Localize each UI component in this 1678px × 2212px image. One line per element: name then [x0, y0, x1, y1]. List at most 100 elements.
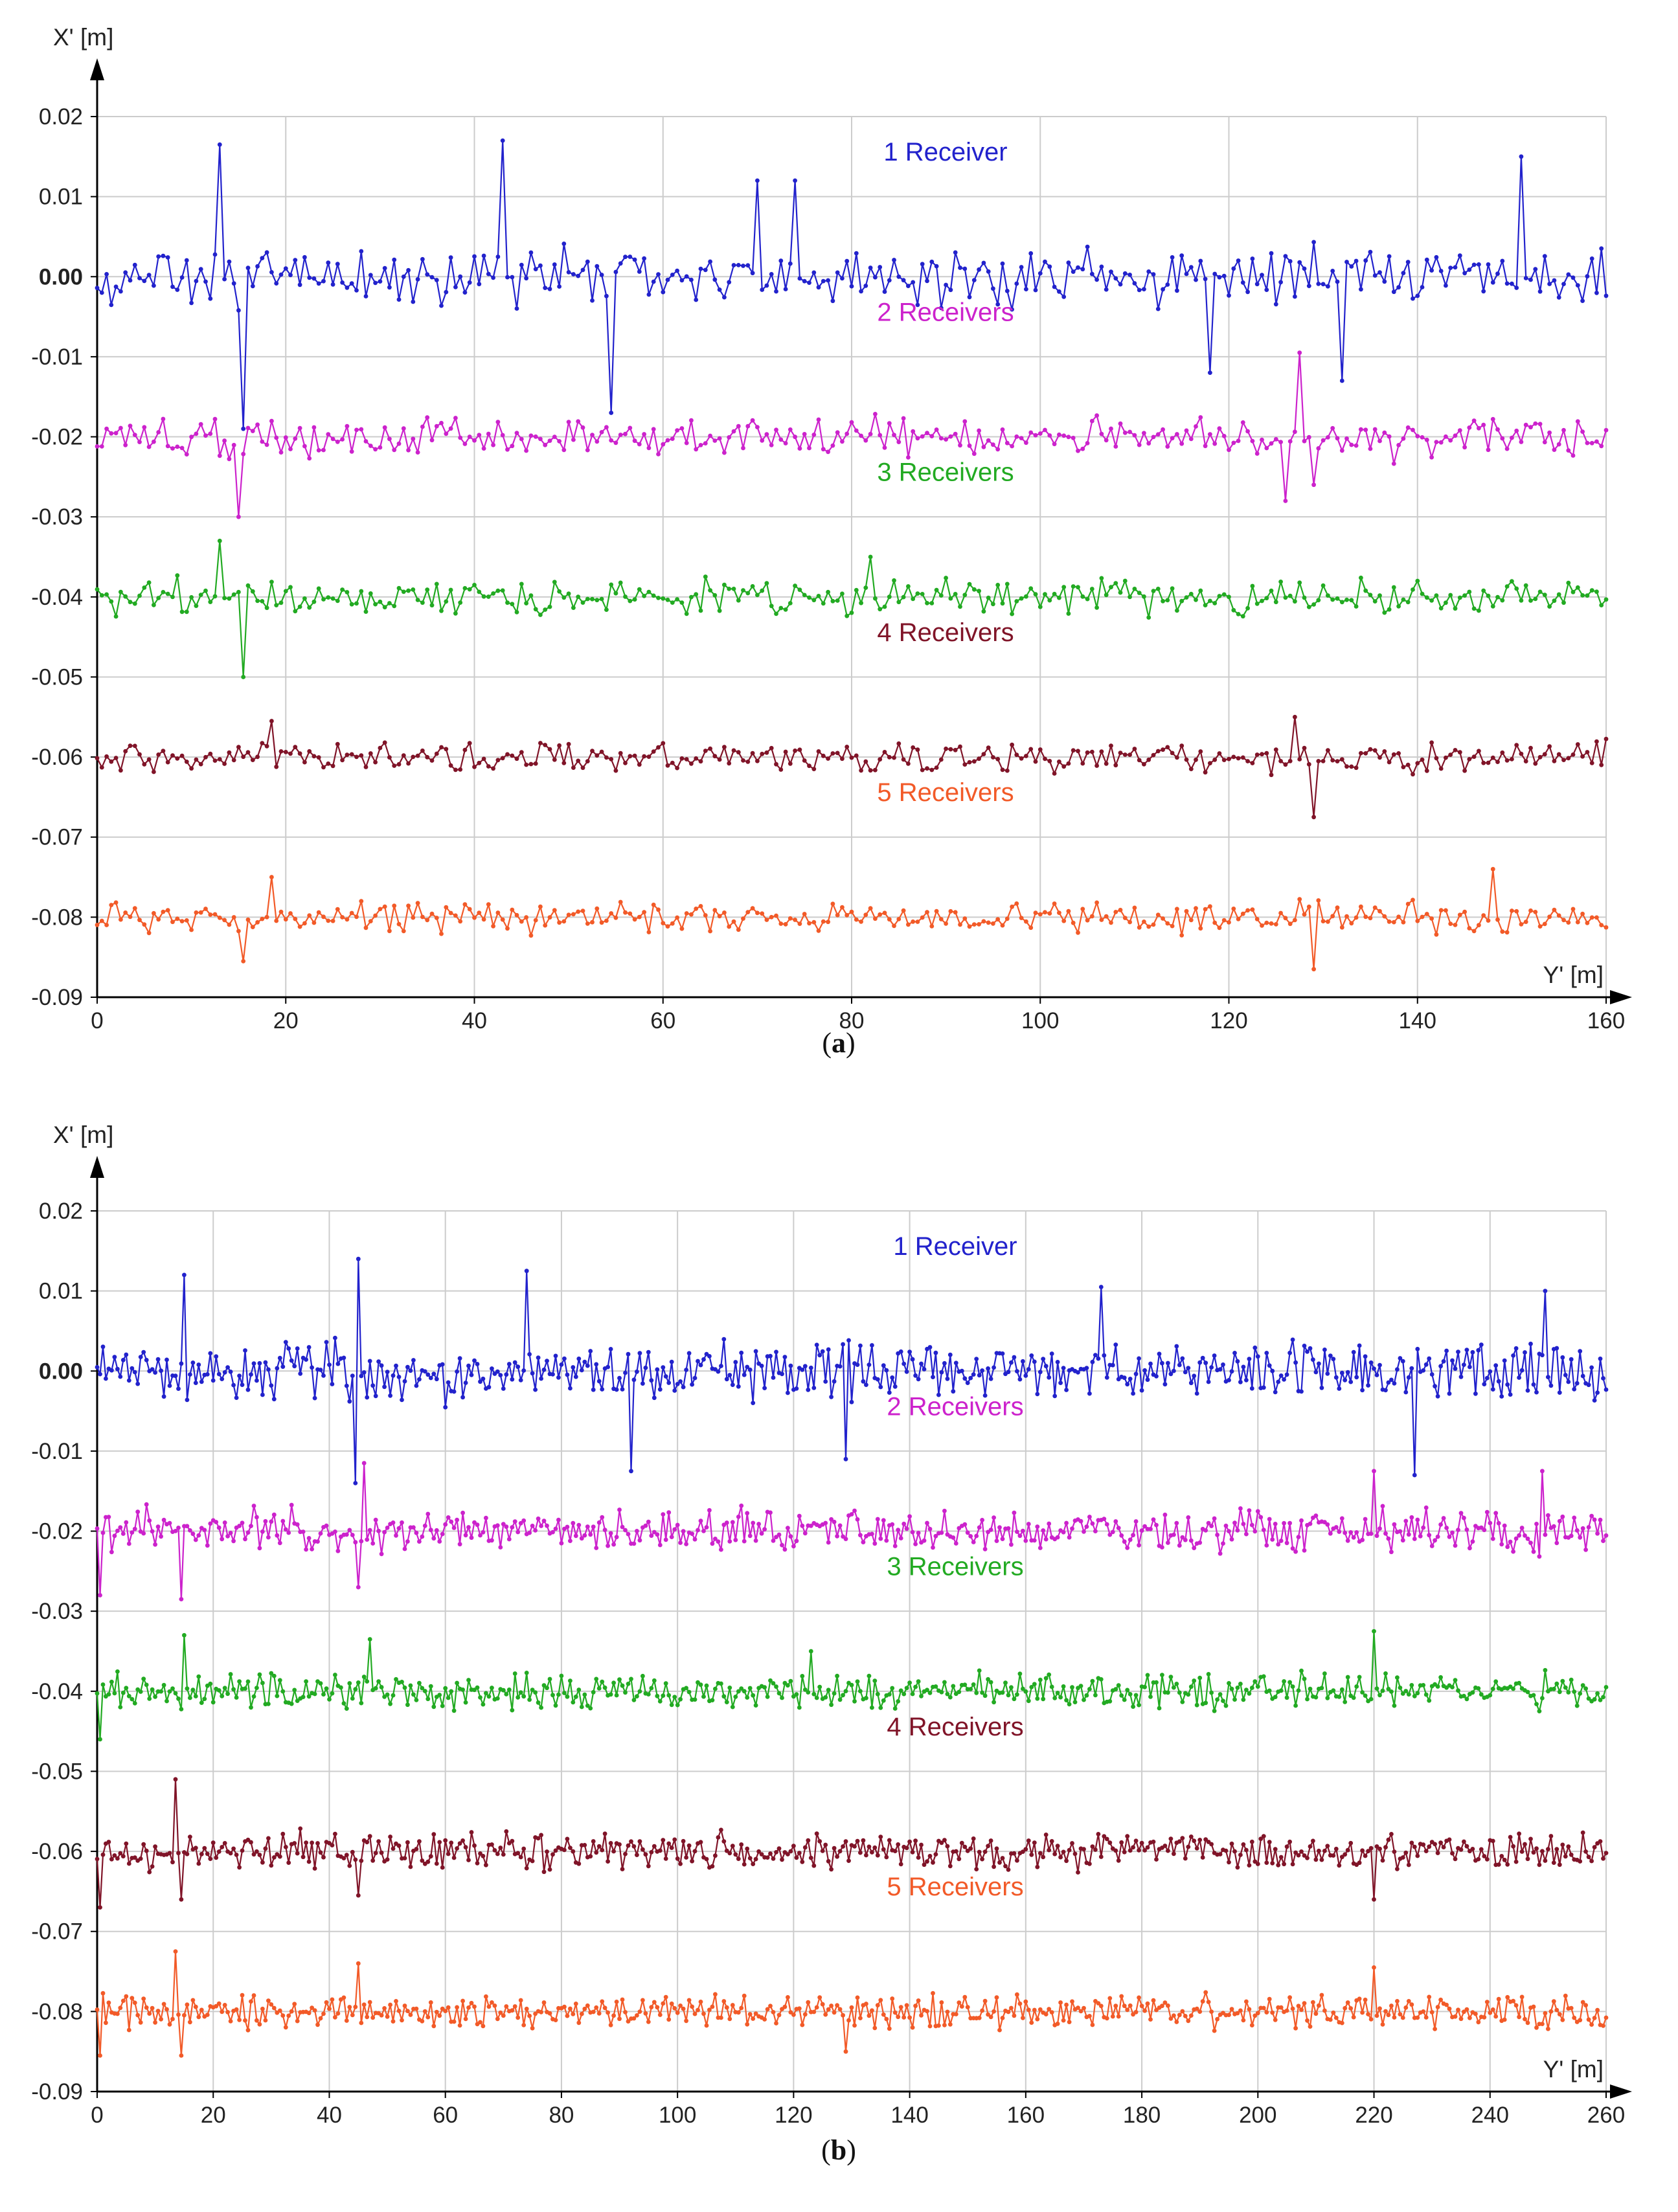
data-point: [176, 1696, 181, 1701]
data-point: [666, 1381, 672, 1385]
data-point: [396, 762, 402, 767]
data-point: [391, 2019, 396, 2024]
data-point: [873, 275, 878, 280]
data-point: [977, 756, 981, 762]
data-point: [1170, 923, 1175, 929]
data-point: [199, 1700, 204, 1705]
data-point: [1423, 1505, 1429, 1510]
data-point: [1132, 587, 1137, 591]
data-point: [1227, 756, 1231, 762]
data-point: [1453, 1678, 1458, 1682]
series-5: [95, 1949, 1609, 2058]
data-point: [524, 1671, 529, 1675]
data-point: [1458, 2016, 1464, 2022]
data-point: [919, 1361, 924, 1366]
data-point: [382, 740, 387, 745]
data-point: [188, 1372, 192, 1377]
data-point: [698, 608, 703, 613]
data-point: [1382, 914, 1387, 919]
data-point: [1366, 2012, 1371, 2016]
data-point: [392, 447, 397, 453]
data-point: [1508, 1834, 1513, 1840]
data-point: [1012, 1355, 1017, 1360]
data-point: [1420, 914, 1425, 920]
data-point: [245, 265, 251, 271]
axes: [90, 1156, 1632, 2099]
data-point: [1337, 1695, 1342, 1699]
data-point: [1580, 754, 1585, 759]
data-point: [887, 917, 892, 922]
data-point: [1089, 587, 1094, 591]
data-point: [594, 2005, 599, 2010]
data-point: [826, 1540, 831, 1545]
data-point: [278, 600, 284, 605]
data-point: [175, 573, 180, 578]
data-point: [631, 1698, 637, 1702]
data-point: [1519, 598, 1524, 603]
data-point: [920, 767, 925, 773]
data-point: [1278, 1855, 1284, 1860]
data-point: [1415, 918, 1420, 923]
data-point: [1145, 1845, 1150, 1850]
data-point: [980, 1857, 984, 1862]
data-point: [1585, 274, 1590, 279]
data-point: [957, 2000, 962, 2005]
data-point: [210, 1840, 216, 1845]
data-point: [1217, 751, 1222, 756]
data-point: [1076, 448, 1080, 453]
data-point: [1434, 254, 1439, 260]
data-point: [1395, 1367, 1400, 1372]
data-point: [977, 1525, 982, 1530]
data-point: [1500, 929, 1505, 934]
data-point: [353, 1857, 358, 1862]
data-point: [1420, 757, 1425, 762]
data-point: [906, 762, 911, 766]
data-point: [1476, 1686, 1481, 1691]
data-point: [467, 587, 472, 592]
data-point: [820, 1349, 825, 1354]
data-point: [1287, 1995, 1292, 2000]
data-point: [530, 2026, 535, 2031]
data-point: [1557, 1390, 1562, 1395]
data-point: [1128, 429, 1132, 435]
data-point: [1183, 1370, 1188, 1375]
data-point: [710, 1864, 715, 1869]
data-point: [217, 142, 222, 147]
data-point: [1360, 1388, 1365, 1393]
data-point: [251, 1852, 256, 1857]
data-point: [382, 2006, 387, 2011]
data-point: [1599, 923, 1604, 927]
data-point: [873, 767, 878, 773]
data-point: [1540, 1849, 1545, 1854]
data-point: [1035, 2016, 1040, 2022]
data-point: [887, 594, 892, 600]
data-point: [986, 438, 991, 443]
data-point: [1221, 434, 1227, 438]
data-point: [1217, 925, 1222, 931]
data-point: [756, 1522, 761, 1526]
data-point: [150, 1529, 155, 1534]
data-point: [1561, 427, 1566, 433]
data-point: [477, 433, 482, 438]
data-point: [927, 2024, 933, 2029]
data-point: [948, 288, 953, 293]
data-point: [350, 1849, 355, 1855]
data-point: [547, 286, 552, 291]
data-point: [1325, 593, 1330, 598]
data-point: [1427, 1356, 1432, 1361]
data-point: [1139, 1840, 1144, 1845]
x-tick-label: 240: [1471, 2103, 1509, 2128]
data-point: [778, 258, 784, 264]
data-point: [142, 425, 147, 430]
data-point: [594, 1850, 599, 1855]
data-point: [771, 1375, 776, 1380]
data-point: [1113, 2003, 1118, 2009]
data-point: [363, 925, 368, 931]
data-point: [910, 1849, 915, 1855]
data-point: [1457, 750, 1462, 755]
data-point: [95, 1526, 100, 1531]
data-point: [106, 1840, 111, 1844]
data-point: [945, 1844, 950, 1849]
data-point: [1467, 267, 1472, 272]
data-point: [231, 592, 236, 597]
